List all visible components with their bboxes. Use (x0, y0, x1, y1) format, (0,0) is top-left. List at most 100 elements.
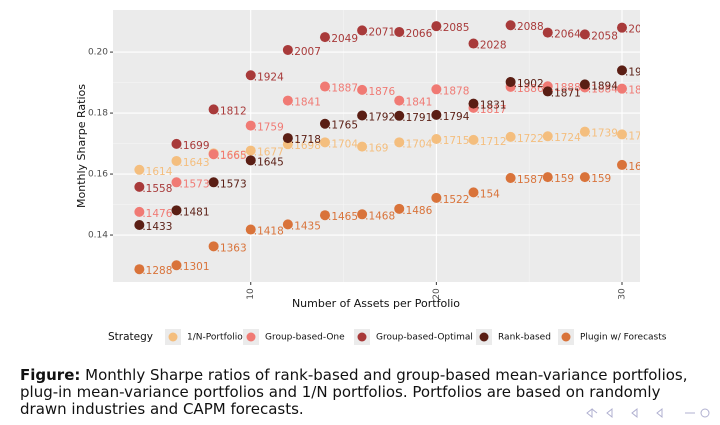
point (171, 260, 182, 271)
point (208, 177, 219, 188)
point (542, 86, 553, 97)
data-label: .1712 (476, 136, 506, 148)
point (579, 79, 590, 90)
point (579, 126, 590, 137)
data-label: .2064 (551, 29, 581, 41)
data-label: .1587 (514, 174, 544, 186)
data-label: .1433 (142, 221, 172, 233)
legend-label: 1/N-Portfolio (187, 333, 243, 343)
legend-label: Group-based-One (265, 333, 345, 343)
data-label: .1288 (142, 265, 172, 277)
y-tick-label: 0.20 (88, 48, 108, 58)
point (394, 203, 405, 214)
point (616, 22, 627, 33)
point (468, 38, 479, 49)
point (282, 95, 293, 106)
data-label: .1871 (551, 87, 581, 99)
data-label: .2028 (476, 40, 506, 52)
y-tick-label: 0.18 (88, 109, 108, 119)
nav-icons (586, 407, 710, 419)
point (394, 110, 405, 121)
data-label: .154 (476, 188, 500, 200)
data-label: .1894 (588, 80, 618, 92)
data-label: .2007 (291, 46, 321, 58)
point (208, 149, 219, 160)
legend-swatch (357, 332, 367, 342)
point (468, 187, 479, 198)
data-label: .2071 (365, 26, 395, 38)
data-label: .1841 (291, 97, 321, 109)
point (208, 104, 219, 115)
data-label: .1704 (328, 138, 358, 150)
point (134, 164, 145, 175)
point (282, 44, 293, 55)
legend-label: Plugin w/ Forecasts (580, 333, 667, 343)
data-label: .1301 (179, 261, 209, 273)
data-label: .1558 (142, 183, 172, 195)
point (134, 206, 145, 217)
data-label: .1363 (217, 242, 247, 254)
data-label: .1468 (365, 210, 395, 222)
caption: Figure: Monthly Sharpe ratios of rank-ba… (20, 367, 710, 418)
point (394, 26, 405, 37)
data-label: .1831 (476, 100, 506, 112)
data-label: .1715 (439, 135, 469, 147)
data-label: .2066 (402, 28, 432, 40)
point (579, 29, 590, 40)
legend-swatch (246, 332, 256, 342)
chart: .1614 .1643 .1668 .1677 .1698 .1704 .169 .1704.… (75, 10, 667, 345)
data-label: .1718 (291, 134, 321, 146)
data-label: .159 (551, 173, 574, 185)
data-label: .2049 (328, 33, 358, 45)
point (282, 219, 293, 230)
point (319, 210, 330, 221)
point (171, 138, 182, 149)
legend-title: Strategy (108, 331, 153, 343)
x-tick-label: 30 (617, 288, 627, 300)
y-tick-label: 0.16 (88, 170, 108, 180)
point (282, 133, 293, 144)
x-tick-label: 10 (246, 288, 256, 300)
x-tick-label: 20 (432, 288, 442, 300)
panel (113, 10, 640, 282)
data-label: .1924 (254, 71, 284, 83)
data-label: .1476 (142, 208, 172, 220)
point (357, 110, 368, 121)
data-label: .208 (625, 24, 648, 36)
point (245, 70, 256, 81)
point (319, 81, 330, 92)
data-label: .1792 (365, 112, 395, 124)
legend-swatch (479, 332, 489, 342)
data-label: .1794 (439, 111, 469, 123)
data-label: .1886 (514, 83, 544, 95)
data-label: .1791 (402, 112, 432, 124)
data-label: .1888 (551, 82, 581, 94)
data-label: .1876 (365, 86, 395, 98)
data-label: .1765 (328, 120, 358, 132)
data-label: .173 (625, 130, 648, 142)
point (245, 145, 256, 156)
point (431, 133, 442, 144)
data-label: .1677 (254, 147, 284, 159)
point (319, 32, 330, 43)
data-label: .1724 (551, 132, 581, 144)
data-label: .1812 (217, 105, 247, 117)
data-label: .1645 (254, 156, 284, 168)
point (394, 95, 405, 106)
point (319, 137, 330, 148)
point (134, 181, 145, 192)
point (431, 21, 442, 32)
data-label: .1722 (514, 133, 544, 145)
point (245, 120, 256, 131)
point (505, 20, 516, 31)
point (616, 129, 627, 140)
point (505, 76, 516, 87)
data-label: .1614 (142, 166, 172, 178)
point (134, 264, 145, 275)
point (505, 173, 516, 184)
data-label: .1887 (328, 83, 358, 95)
point (171, 177, 182, 188)
legend: Strategy 1/N-Portfolio Group-based-One Grou… (108, 329, 667, 345)
data-label: .1884 (588, 83, 618, 95)
point (542, 172, 553, 183)
